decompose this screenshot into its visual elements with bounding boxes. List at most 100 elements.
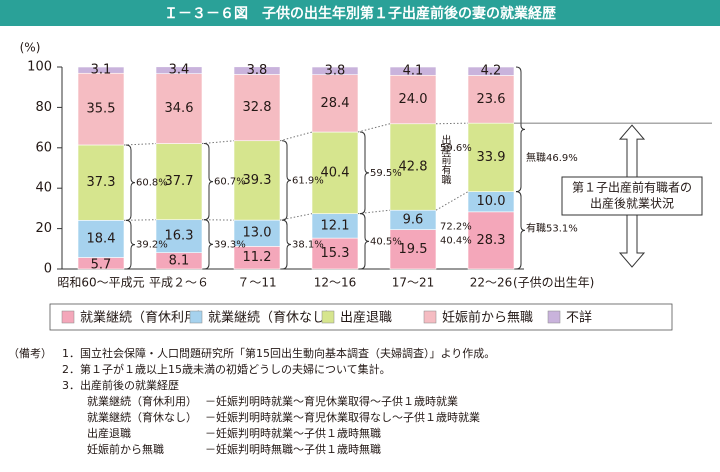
bar-segment — [311, 237, 359, 270]
definition: －妊娠判明時就業～子供１歳時無職 — [205, 426, 381, 440]
brace — [125, 144, 136, 221]
bar-segment — [77, 220, 125, 258]
legend-swatch — [61, 310, 75, 324]
value-label: 32.8 — [243, 100, 272, 115]
callout-box — [561, 176, 703, 216]
vertical-note: 出産前有職 — [439, 134, 451, 186]
x-tick-label: 12～16 — [314, 276, 357, 290]
share-label: 有職53.1% — [526, 222, 578, 235]
share-label: 38.1% — [292, 240, 324, 251]
bar-segment — [389, 66, 437, 76]
bar-segment — [311, 74, 359, 133]
brace — [203, 143, 214, 221]
legend-label: 妊娠前から無職 — [442, 310, 533, 326]
bar-segment — [155, 66, 203, 74]
legend-swatch — [321, 310, 335, 324]
connector — [201, 140, 235, 145]
value-label: 28.3 — [477, 233, 506, 248]
share-label: 60.8% — [136, 178, 168, 189]
brace — [281, 140, 292, 221]
bar-segment — [155, 219, 203, 253]
brace — [281, 219, 292, 270]
value-label: 3.4 — [169, 63, 190, 78]
value-label: 3.8 — [325, 63, 346, 78]
value-label: 39.3 — [243, 173, 272, 188]
value-label: 37.3 — [87, 175, 116, 190]
brace — [203, 219, 214, 270]
bar-segment — [389, 123, 437, 211]
brace — [125, 219, 136, 270]
value-label: 42.8 — [399, 159, 428, 174]
y-tick-label: 100 — [27, 60, 52, 75]
value-label: 28.4 — [321, 96, 350, 111]
share-label: 40.5% — [370, 236, 402, 247]
connector — [435, 191, 469, 211]
bar-segment — [467, 122, 515, 192]
value-label: 35.5 — [87, 102, 116, 117]
brace — [515, 66, 526, 193]
bar-segment — [155, 143, 203, 221]
x-tick-label: 平成２～６ — [149, 276, 209, 290]
value-label: 23.6 — [477, 92, 506, 107]
brace — [515, 191, 526, 270]
legend-label: 就業継続（育休利用） — [80, 310, 210, 326]
value-label: 37.7 — [165, 174, 194, 189]
legend-swatch — [189, 310, 203, 324]
value-label: 4.2 — [481, 64, 502, 79]
definition: －妊娠判明時就業～育児休業取得なし～子供１歳時就業 — [205, 410, 480, 424]
share-label: 60.7% — [214, 177, 246, 188]
value-label: 9.6 — [403, 212, 424, 227]
legend-swatch — [547, 310, 561, 324]
note-item: 2．第１子が１歳以上15歳未満の初婚どうしの夫婦について集計。 — [62, 362, 391, 376]
x-tick-label: ７～11 — [237, 276, 276, 290]
bar-segment — [155, 73, 203, 144]
bar-segment — [311, 213, 359, 239]
legend-label: 不詳 — [566, 310, 592, 326]
value-label: 8.1 — [169, 253, 190, 268]
value-label: 12.1 — [321, 218, 350, 233]
value-label: 33.9 — [477, 150, 506, 165]
value-label: 16.3 — [165, 229, 194, 244]
brace — [359, 213, 370, 270]
note-item: 1．国立社会保障・人口問題研究所「第15回出生動向基本調査（夫婦調査）」より作成… — [62, 346, 495, 360]
value-label: 18.4 — [87, 231, 116, 246]
share-label: 72.2% — [440, 222, 472, 233]
value-label: 19.5 — [399, 242, 428, 257]
bar-segment — [467, 66, 515, 76]
callout-text: 第１子出産前有職者の — [572, 180, 692, 195]
y-tick-label: 80 — [35, 100, 52, 115]
bar-segment — [77, 66, 125, 74]
value-label: 40.4 — [321, 165, 350, 180]
bar-segment — [389, 229, 437, 270]
x-tick-label: 昭和60～平成元 — [57, 276, 144, 290]
definition: 就業継続（育休利用） — [87, 394, 197, 408]
note-item: 3．出産前後の就業経歴 — [62, 378, 179, 392]
share-label: 59.6% — [440, 143, 472, 154]
definition: 出産退職 — [87, 426, 131, 440]
share-label: 39.3% — [214, 239, 246, 250]
y-tick-label: 40 — [35, 181, 52, 196]
legend-label: 出産退職 — [340, 310, 392, 326]
connector — [123, 143, 157, 146]
legend-swatch — [423, 310, 437, 324]
bar-segment — [467, 75, 515, 124]
brace — [359, 131, 370, 215]
chart-title: Ｉ－３－６図 子供の出生年別第１子出産前後の妻の就業経歴 — [164, 5, 556, 22]
x-tick-label: 22～26 — [470, 276, 513, 290]
legend-box — [49, 303, 673, 331]
value-label: 34.6 — [165, 101, 194, 116]
bar-segment — [233, 219, 281, 247]
bar-segment — [233, 66, 281, 75]
definition: 妊娠前から無職 — [87, 442, 164, 456]
value-label: 24.0 — [399, 92, 428, 107]
share-label: 59.5% — [370, 168, 402, 179]
bar-segment — [311, 131, 359, 214]
value-label: 13.0 — [243, 226, 272, 241]
definition: －妊娠判明時無職～子供１歳時無職 — [205, 442, 381, 456]
y-tick-label: 20 — [35, 221, 52, 236]
definition: －妊娠判明時就業～育児休業取得～子供１歳時就業 — [205, 394, 458, 408]
bar-segment — [389, 74, 437, 125]
value-label: 10.0 — [477, 194, 506, 209]
share-label: 無職46.9% — [526, 151, 578, 164]
